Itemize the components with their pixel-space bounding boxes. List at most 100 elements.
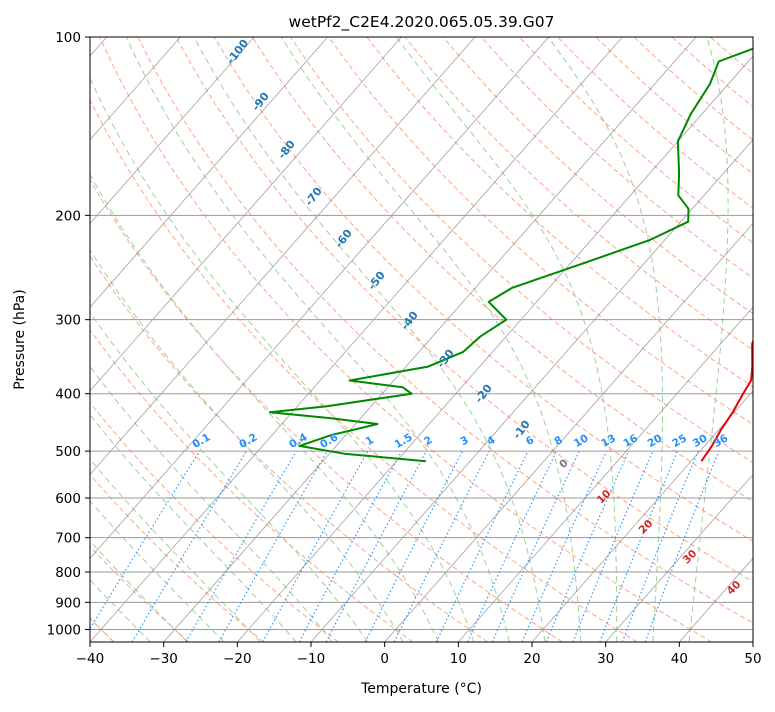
moist-adiabat-line [73,37,474,642]
x-tick-label: 10 [450,651,467,667]
dry-adiabat-line [481,37,775,642]
dry-adiabat-line [634,37,775,642]
isotherm-line [0,37,401,642]
x-tick-label: −40 [76,651,105,667]
mixing-ratio-line [263,451,368,642]
moist-adiabat-line [548,37,663,642]
isotherm-line [385,37,775,642]
x-tick-label: 50 [744,651,761,667]
dry-adiabat-line [710,37,775,642]
moist-adiabat-line [689,37,728,642]
y-tick-label: 400 [55,387,81,403]
y-tick-label: 800 [55,565,81,581]
isobars [90,37,753,629]
y-tick-label: 900 [55,595,81,611]
moist-adiabat-label: 40 [725,579,744,598]
x-tick-label: −10 [297,651,326,667]
mixing-ratio-line [600,451,678,642]
dry-adiabat-label: -90 [249,90,272,114]
dry-adiabat-line [0,37,338,642]
isotherms [0,37,775,642]
x-tick-label: 0 [380,651,389,667]
moist-adiabat-label: 30 [681,548,700,567]
dry-adiabat-line [443,37,775,642]
isotherm-line [16,37,548,642]
mixing-ratio-label: 30 [691,432,710,450]
isotherm-line [0,37,328,642]
y-tick-label: 1000 [47,622,81,638]
y-tick-label: 700 [55,531,81,547]
y-tick-label: 100 [55,30,81,46]
x-tick-label: −30 [149,651,178,667]
mixing-ratio-label: 10 [572,432,591,450]
x-axis-ticks: −40 −30 −20 −10 0 10 20 30 40 50 [76,642,762,667]
moist-adiabat-line [281,37,581,642]
dry-adiabats [0,37,775,642]
dry-adiabat-label: -70 [302,185,325,209]
mixing-ratio-line [436,451,528,642]
mixing-ratio-line [186,451,297,642]
dry-adiabat-label: -40 [398,309,421,333]
mixing-ratio-label: 25 [670,432,689,450]
mixing-ratio-label: 16 [621,432,640,450]
mixing-ratio-line [219,451,327,642]
moist-adiabat-line [126,37,509,642]
isotherm-line [90,37,622,642]
y-tick-label: 500 [55,444,81,460]
x-tick-label: −20 [223,651,252,667]
x-axis-title: Temperature (°C) [360,681,482,697]
mixing-ratio-line [622,451,698,642]
dry-adiabat-line [62,37,637,642]
dry-adiabat-line [252,37,775,642]
mixing-ratio-lines [82,451,719,642]
isotherm-line [0,37,254,642]
moist-adiabat-label: 0 [557,457,571,471]
moist-adiabat-line [0,37,224,642]
moist-adiabat-line [0,37,368,642]
dry-adiabat-label: -30 [434,347,457,371]
x-tick-label: 30 [597,651,614,667]
mixing-ratio-label: 1.5 [392,431,414,451]
dry-adiabat-line [291,37,775,642]
y-tick-label: 200 [55,208,81,224]
moist-adiabat-line [0,37,403,642]
mixing-ratio-label: 3 [458,434,470,448]
y-tick-label: 300 [55,313,81,329]
mixing-ratio-label: 4 [485,434,497,448]
dry-adiabat-label: -50 [365,269,388,293]
dry-adiabat-line [0,37,413,642]
mixing-ratio-label: 13 [599,432,618,450]
mixing-ratio-label: 0.1 [190,431,212,451]
profile-line [701,37,775,461]
dry-adiabat-line [0,37,264,642]
y-tick-label: 600 [55,491,81,507]
dry-adiabat-label: -20 [472,382,495,406]
x-tick-label: 20 [523,651,540,667]
mixing-ratio-line [82,451,200,642]
isotherm-line [753,37,775,642]
y-axis-ticks: 100 200 300 400 500 600 700 800 900 1000 [47,30,90,638]
mixing-ratio-label: 20 [646,432,665,450]
chart-title: wetPf2_C2E4.2020.065.05.39.G07 [289,13,555,32]
mixing-ratio-label: 0.2 [237,431,259,451]
moist-adiabat-line [0,37,296,642]
moist-adiabat-line [0,37,187,642]
dry-adiabat-line [0,37,189,642]
dry-adiabat-label: -60 [332,227,355,251]
y-axis-title: Pressure (hPa) [12,289,28,389]
mixing-ratio-label: 8 [552,434,564,448]
dry-adiabat-label: -100 [224,37,251,67]
dry-adiabat-line [100,37,712,642]
mixing-ratio-line [394,451,489,642]
moist-adiabat-line [194,37,545,642]
dry-adiabat-line [367,37,775,642]
mixing-ratio-label: 1 [364,434,376,448]
mixing-ratio-line [492,451,579,642]
x-tick-label: 40 [671,651,688,667]
moist-adiabat-line [0,37,260,642]
mixing-ratio-line [326,451,426,642]
